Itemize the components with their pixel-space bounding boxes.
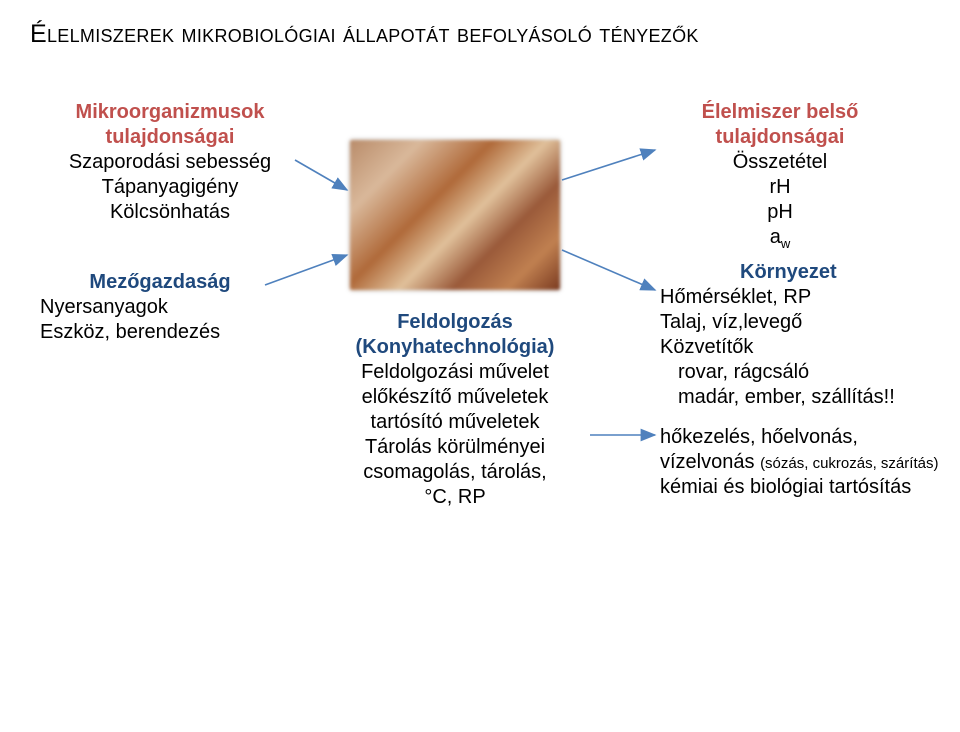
microorg-l2: Tápanyagigény <box>40 175 300 200</box>
microorg-l3: Kölcsönhatás <box>40 200 300 225</box>
agri-l1: Nyersanyagok <box>40 295 280 320</box>
food-image <box>350 140 560 290</box>
slide-title: Élelmiszerek mikrobiológiai állapotát be… <box>30 20 930 49</box>
env-l4: rovar, rágcsáló <box>660 360 950 385</box>
preserve-l3: kémiai és biológiai tartósítás <box>660 475 950 500</box>
foodprops-heading: Élelmiszer belső tulajdonságai <box>660 100 900 150</box>
proc-l5: csomagolás, tárolás, <box>300 460 610 485</box>
foodprops-l3: pH <box>660 200 900 225</box>
proc-l2: előkészítő műveletek <box>300 385 610 410</box>
microorg-heading: Mikroorganizmusok tulajdonságai <box>40 100 300 150</box>
proc-heading: Feldolgozás (Konyhatechnológia) <box>300 310 610 360</box>
foodprops-l4: aw <box>660 225 900 252</box>
env-l1: Hőmérséklet, RP <box>660 285 950 310</box>
preserve-l1: hőkezelés, hőelvonás, <box>660 425 950 450</box>
env-l3: Közvetítők <box>660 335 950 360</box>
env-l2: Talaj, víz,levegő <box>660 310 950 335</box>
env-l5: madár, ember, szállítás!! <box>660 385 950 410</box>
env-heading: Környezet <box>660 260 950 285</box>
proc-l3: tartósító műveletek <box>300 410 610 435</box>
foodprops-l2: rH <box>660 175 900 200</box>
preserve-l2: vízelvonás (sózás, cukrozás, szárítás) <box>660 450 950 475</box>
proc-l4: Tárolás körülményei <box>300 435 610 460</box>
proc-l1: Feldolgozási művelet <box>300 360 610 385</box>
foodprops-l1: Összetétel <box>660 150 900 175</box>
proc-l6: °C, RP <box>300 485 610 510</box>
agri-heading: Mezőgazdaság <box>40 270 280 295</box>
microorg-l1: Szaporodási sebesség <box>40 150 300 175</box>
agri-l2: Eszköz, berendezés <box>40 320 280 345</box>
